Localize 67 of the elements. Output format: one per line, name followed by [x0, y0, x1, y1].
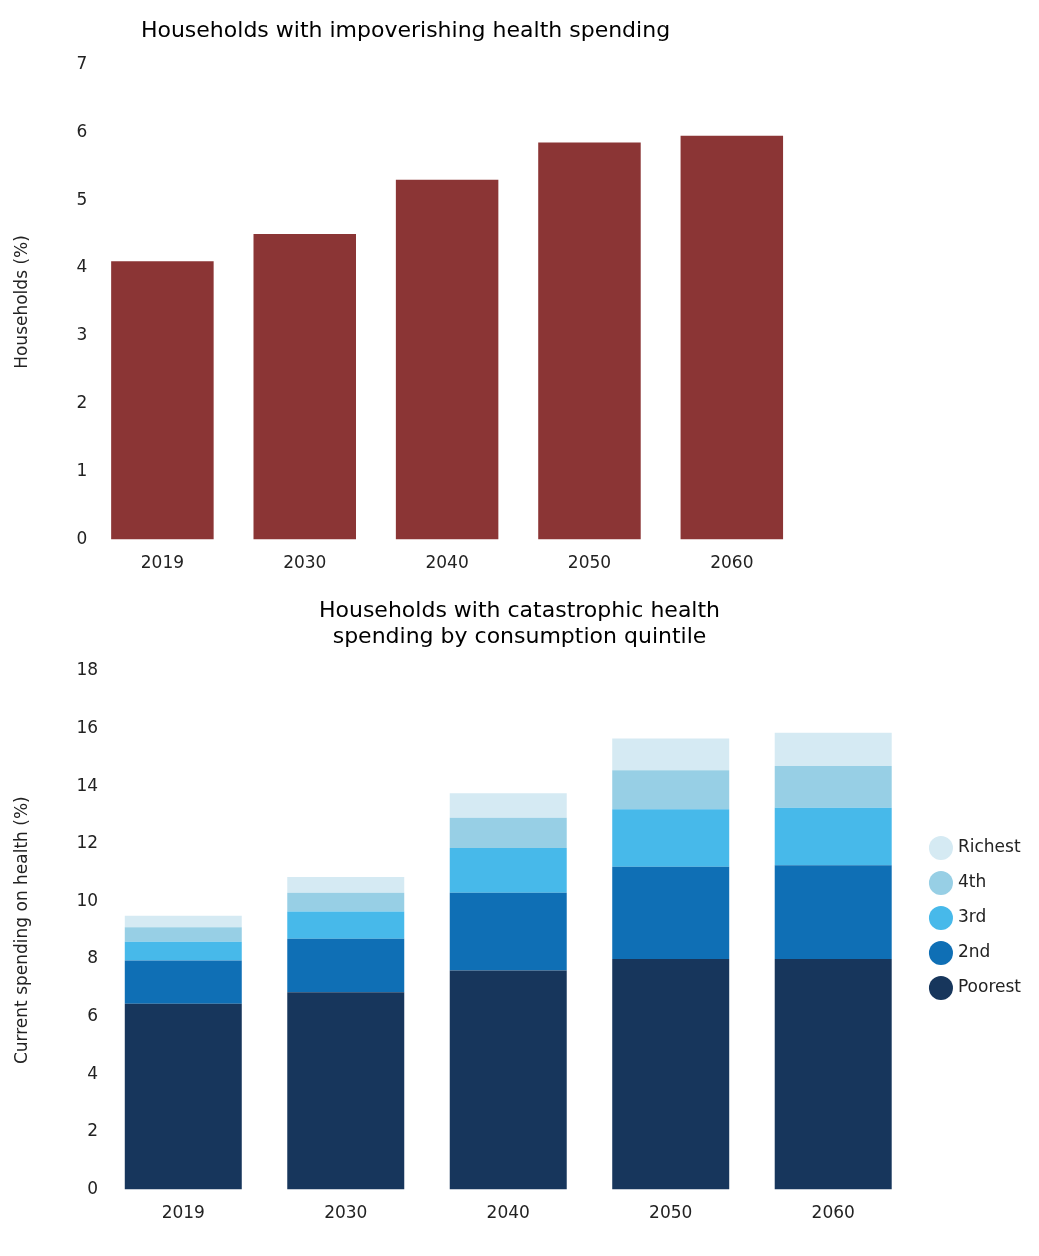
y-tick-label: 6: [76, 120, 88, 141]
y-tick-label: 0: [87, 1178, 99, 1199]
bar: [612, 866, 730, 960]
x-tick-label: 2019: [161, 1202, 205, 1223]
bar: [774, 765, 892, 808]
x-tick-label: 2050: [649, 1202, 693, 1223]
y-tick-label: 18: [76, 659, 99, 680]
bar: [124, 941, 242, 961]
bar: [538, 142, 641, 540]
y-tick-label: 7: [76, 52, 88, 73]
legend-label: Richest: [957, 836, 1021, 857]
bar: [612, 809, 730, 867]
bar: [287, 892, 405, 912]
chart-title: Households with catastrophic health spending by consumption quintile: [318, 596, 721, 649]
x-tick-label: 2050: [567, 552, 612, 573]
y-tick-label: 6: [87, 1005, 99, 1026]
y-axis-title: Current spending on health (%): [10, 796, 31, 1065]
y-tick-label: 3: [76, 324, 88, 345]
bar: [774, 865, 892, 960]
bar: [449, 970, 567, 1190]
x-tick-label: 2040: [425, 552, 469, 573]
bar: [449, 848, 567, 893]
y-tick-label: 5: [76, 188, 88, 209]
chart-title: Households with impoverishing health spending: [140, 16, 671, 42]
bar: [111, 261, 214, 540]
bar: [287, 992, 405, 1190]
x-tick-label: 2060: [811, 1202, 855, 1223]
y-tick-label: 10: [76, 889, 99, 910]
x-tick-label: 2060: [710, 552, 754, 573]
bar: [124, 927, 242, 942]
x-tick-label: 2019: [140, 552, 185, 573]
y-axis-title: Households (%): [10, 235, 31, 369]
bar: [124, 915, 242, 928]
bar: [612, 959, 730, 1190]
bar: [124, 1003, 242, 1190]
y-tick-label: 4: [87, 1062, 99, 1083]
bar: [124, 960, 242, 1004]
bar: [287, 876, 405, 893]
y-tick-label: 0: [76, 528, 88, 549]
bar: [449, 892, 567, 971]
bar: [774, 732, 892, 766]
x-tick-label: 2040: [486, 1202, 530, 1223]
bar: [395, 179, 499, 540]
y-tick-label: 4: [76, 256, 88, 277]
bar: [680, 135, 784, 540]
y-tick-label: 8: [87, 947, 99, 968]
legend-label: 2nd: [957, 941, 991, 962]
y-tick-label: 14: [76, 774, 99, 795]
bar: [449, 817, 567, 849]
y-tick-label: 2: [87, 1120, 99, 1141]
legend-label: 4th: [957, 871, 987, 892]
x-tick-label: 2030: [283, 552, 327, 573]
legend-label: Poorest: [957, 976, 1022, 997]
bar: [449, 793, 567, 818]
bar: [774, 807, 892, 866]
bar: [287, 938, 405, 993]
legend-label: 3rd: [957, 906, 987, 927]
bar: [287, 911, 405, 939]
y-tick-label: 12: [76, 832, 99, 853]
y-tick-label: 1: [76, 460, 88, 481]
y-tick-label: 2: [76, 392, 88, 413]
x-tick-label: 2030: [324, 1202, 368, 1223]
bar: [253, 234, 356, 540]
bar: [612, 738, 730, 771]
y-tick-label: 16: [76, 716, 99, 737]
bar: [774, 959, 892, 1190]
bar: [612, 770, 730, 810]
